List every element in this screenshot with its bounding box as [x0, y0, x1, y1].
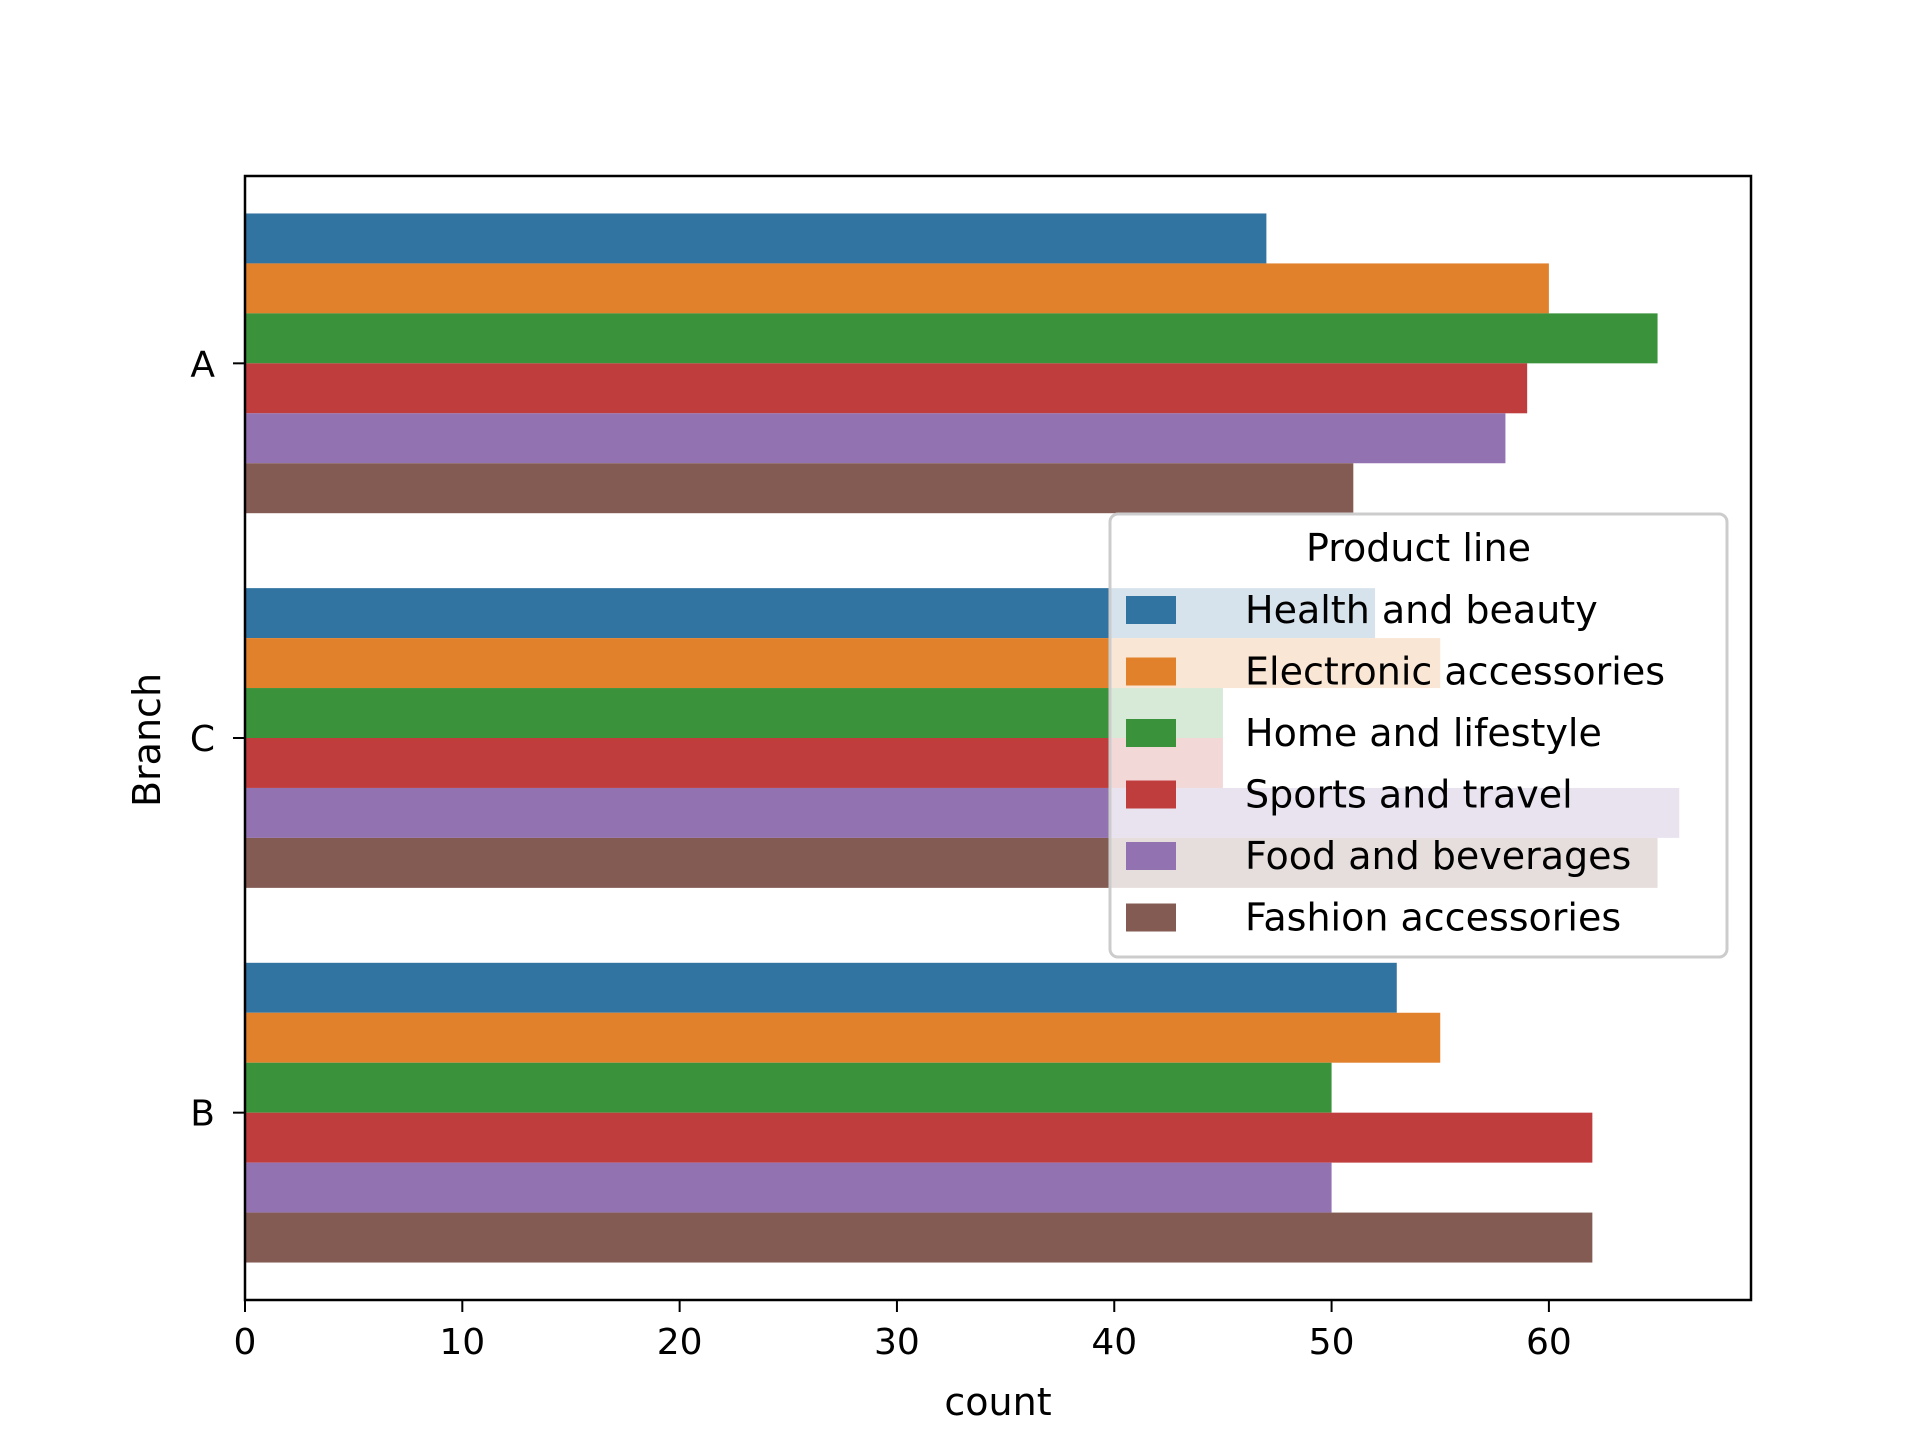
y-tick-label: B	[190, 1094, 215, 1135]
bar-A-2	[245, 313, 1658, 364]
bars-layer	[245, 213, 1680, 1263]
legend-swatch-4	[1126, 842, 1176, 870]
legend-label-1: Electronic accessories	[1245, 650, 1665, 694]
y-tick-label: C	[190, 719, 215, 760]
x-tick-label: 60	[1526, 1322, 1572, 1363]
bar-B-1	[245, 1012, 1441, 1063]
legend-label-0: Health and beauty	[1245, 588, 1598, 632]
bar-A-0	[245, 213, 1267, 264]
bar-C-2	[245, 688, 1223, 738]
x-tick-label: 50	[1309, 1322, 1355, 1363]
bar-C-3	[245, 738, 1223, 788]
x-axis-label: count	[944, 1380, 1051, 1424]
y-tick-label: A	[190, 344, 215, 385]
legend-swatch-3	[1126, 780, 1176, 809]
x-tick-label: 30	[874, 1322, 920, 1363]
legend-title: Product line	[1306, 526, 1531, 570]
legend-swatch-1	[1126, 657, 1176, 686]
x-tick-label: 20	[657, 1322, 703, 1363]
bar-B-4	[245, 1162, 1332, 1213]
y-ticks: A C B	[190, 344, 245, 1135]
bar-B-2	[245, 1062, 1332, 1113]
legend-swatch-0	[1126, 596, 1176, 624]
x-ticks: 0 10 20 30 40 50 60	[234, 1300, 1572, 1363]
bar-A-4	[245, 413, 1506, 464]
legend-label-5: Fashion accessories	[1245, 896, 1621, 940]
y-axis-label: Branch	[125, 673, 169, 807]
legend-label-2: Home and lifestyle	[1245, 711, 1602, 755]
legend-swatch-2	[1126, 719, 1176, 747]
x-tick-label: 40	[1091, 1322, 1137, 1363]
bar-A-5	[245, 463, 1354, 514]
bar-A-3	[245, 363, 1528, 414]
legend-label-4: Food and beverages	[1245, 834, 1631, 878]
legend-box	[1108, 512, 1729, 959]
bar-B-3	[245, 1112, 1593, 1163]
legend-swatch-5	[1126, 903, 1176, 932]
legend: Product line Health and beauty Electronic …	[1108, 512, 1729, 959]
bar-B-5	[245, 1212, 1593, 1263]
bar-B-0	[245, 962, 1397, 1013]
bar-A-1	[245, 263, 1549, 314]
x-tick-label: 0	[234, 1322, 257, 1363]
x-tick-label: 10	[439, 1322, 485, 1363]
legend-label-3: Sports and travel	[1245, 773, 1573, 817]
